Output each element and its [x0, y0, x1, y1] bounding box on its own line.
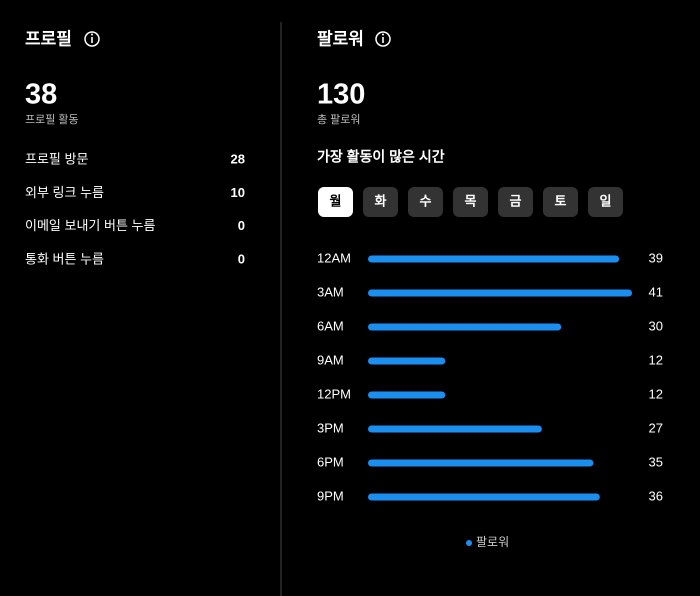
day-label[interactable]: 월: [330, 193, 342, 208]
y-tick-label: 12AM: [317, 250, 351, 265]
y-tick-label: 3PM: [317, 420, 344, 435]
row-value: 0: [238, 252, 245, 267]
bar: [368, 459, 594, 467]
bar: [368, 357, 446, 365]
y-tick-label: 6PM: [317, 454, 344, 469]
day-button[interactable]: [408, 187, 443, 217]
value-label: 41: [649, 284, 663, 299]
day-label[interactable]: 화: [375, 193, 387, 208]
y-tick-label: 9PM: [317, 488, 344, 503]
row-value: 10: [231, 185, 245, 200]
profile-total-label: 프로필 활동: [25, 112, 79, 126]
value-label: 30: [649, 318, 663, 333]
bar: [368, 493, 600, 501]
value-label: 12: [649, 386, 663, 401]
row-value: 28: [231, 151, 245, 166]
day-button[interactable]: [318, 187, 353, 217]
day-button[interactable]: [543, 187, 578, 217]
value-label: 36: [649, 488, 663, 503]
day-button[interactable]: [498, 187, 533, 217]
legend-dot: [466, 540, 472, 546]
value-label: 27: [649, 420, 663, 435]
day-button[interactable]: [453, 187, 488, 217]
row-label: 이메일 보내기 버튼 누름: [25, 218, 155, 233]
info-icon[interactable]: [375, 31, 391, 47]
legend-label: 팔로워: [476, 535, 509, 549]
bar: [368, 323, 562, 331]
row-label: 프로필 방문: [25, 151, 88, 166]
section-title: 가장 활동이 많은 시간: [317, 149, 445, 165]
followers-total-label: 총 팔로워: [317, 113, 361, 126]
day-button[interactable]: [363, 187, 398, 217]
row-label: 통화 버튼 누름: [25, 252, 104, 267]
bar: [368, 425, 542, 433]
profile-title: 프로필: [25, 29, 72, 48]
y-tick-label: 6AM: [317, 318, 344, 333]
value-label: 12: [649, 352, 663, 367]
day-label[interactable]: 수: [420, 193, 432, 208]
followers-total: 130: [317, 79, 365, 111]
row-value: 0: [238, 218, 245, 233]
y-tick-label: 9AM: [317, 352, 344, 367]
profile-total: 38: [25, 79, 57, 111]
day-label[interactable]: 일: [600, 193, 612, 208]
bar: [368, 391, 446, 399]
day-label[interactable]: 금: [510, 193, 522, 208]
value-label: 35: [649, 454, 663, 469]
followers-title: 팔로워: [317, 29, 364, 48]
y-tick-label: 12PM: [317, 386, 351, 401]
bar: [368, 289, 632, 297]
value-label: 39: [649, 250, 663, 265]
day-label[interactable]: 토: [555, 193, 567, 208]
info-icon[interactable]: [84, 31, 100, 47]
y-tick-label: 3AM: [317, 284, 344, 299]
day-button[interactable]: [588, 187, 623, 217]
day-label[interactable]: 목: [465, 193, 477, 208]
bar: [368, 255, 620, 263]
row-label: 외부 링크 누름: [25, 185, 104, 200]
